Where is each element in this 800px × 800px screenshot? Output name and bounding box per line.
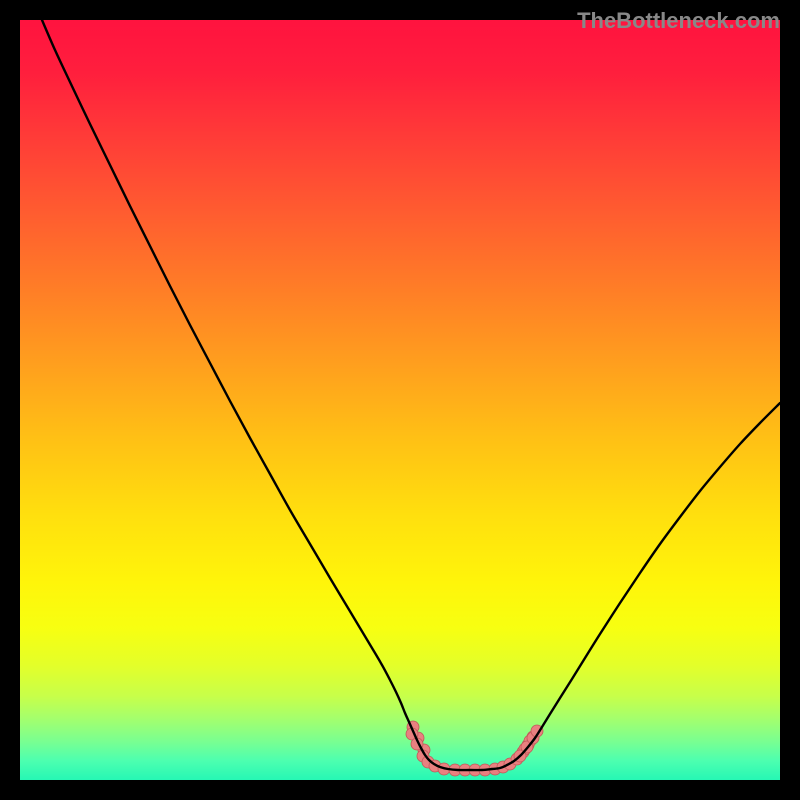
- watermark-text: TheBottleneck.com: [577, 8, 780, 34]
- chart-background: [20, 20, 780, 780]
- bottleneck-chart: [0, 0, 800, 800]
